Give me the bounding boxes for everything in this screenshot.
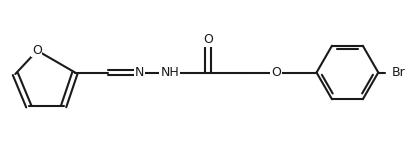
Text: NH: NH — [160, 66, 179, 79]
Text: Br: Br — [392, 66, 406, 79]
Text: N: N — [135, 66, 144, 79]
Text: O: O — [32, 44, 42, 57]
Text: O: O — [203, 33, 213, 46]
Text: O: O — [271, 66, 281, 79]
